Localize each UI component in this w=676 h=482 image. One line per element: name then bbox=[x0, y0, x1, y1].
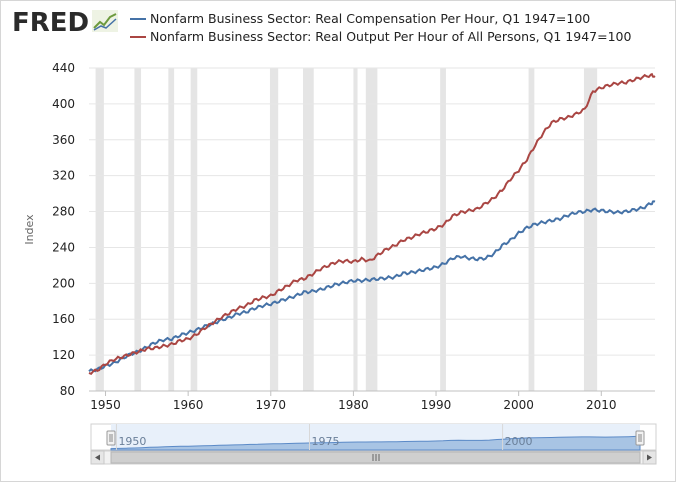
recession-band bbox=[583, 68, 598, 391]
y-tick-label: 120 bbox=[52, 348, 75, 362]
recession-band bbox=[353, 68, 358, 391]
recession-band bbox=[190, 68, 198, 391]
scroll-left-arrow-icon bbox=[95, 454, 100, 461]
y-tick-label: 80 bbox=[60, 384, 75, 398]
y-axis-title: Index bbox=[23, 214, 36, 245]
legend-item-compensation[interactable]: Nonfarm Business Sector: Real Compensati… bbox=[130, 10, 631, 28]
x-tick-label: 2000 bbox=[503, 398, 534, 412]
x-tick-label: 1950 bbox=[90, 398, 121, 412]
legend-label-compensation: Nonfarm Business Sector: Real Compensati… bbox=[150, 11, 591, 26]
x-tick-label: 1990 bbox=[421, 398, 452, 412]
navigator-tick-label: 1975 bbox=[312, 435, 340, 448]
navigator-tick-label: 1950 bbox=[118, 435, 146, 448]
y-tick-label: 240 bbox=[52, 240, 75, 254]
y-tick-label: 280 bbox=[52, 205, 75, 219]
x-tick-label: 1980 bbox=[338, 398, 369, 412]
y-tick-label: 200 bbox=[52, 276, 75, 290]
legend-item-output[interactable]: Nonfarm Business Sector: Real Output Per… bbox=[130, 28, 631, 46]
y-tick-label: 320 bbox=[52, 169, 75, 183]
legend-swatch-output bbox=[130, 36, 146, 38]
x-tick-label: 1970 bbox=[256, 398, 287, 412]
recession-band bbox=[168, 68, 175, 391]
chart-legend: Nonfarm Business Sector: Real Compensati… bbox=[130, 10, 631, 46]
y-tick-label: 360 bbox=[52, 133, 75, 147]
navigator-series-area bbox=[110, 435, 641, 451]
recession-band bbox=[269, 68, 279, 391]
x-tick-label: 1960 bbox=[173, 398, 204, 412]
fred-logo[interactable]: FRED bbox=[12, 8, 90, 38]
y-tick-label: 400 bbox=[52, 97, 75, 111]
recession-band bbox=[303, 68, 314, 391]
y-tick-label: 160 bbox=[52, 312, 75, 326]
recession-band bbox=[134, 68, 142, 391]
series-line-output[interactable] bbox=[88, 72, 656, 376]
legend-label-output: Nonfarm Business Sector: Real Output Per… bbox=[150, 29, 632, 44]
y-tick-label: 440 bbox=[52, 61, 75, 75]
recession-band bbox=[528, 68, 535, 391]
fred-logo-chart-icon bbox=[92, 10, 118, 32]
navigator-right-handle[interactable] bbox=[635, 430, 645, 446]
x-tick-label: 2010 bbox=[586, 398, 617, 412]
recession-band bbox=[440, 68, 446, 391]
series-line-compensation[interactable] bbox=[88, 200, 656, 373]
recession-band bbox=[95, 68, 104, 391]
scroll-right-arrow-icon bbox=[647, 454, 652, 461]
navigator-left-handle[interactable] bbox=[106, 430, 116, 446]
legend-swatch-compensation bbox=[130, 18, 146, 20]
navigator-tick-label: 2000 bbox=[505, 435, 533, 448]
recession-band bbox=[365, 68, 378, 391]
